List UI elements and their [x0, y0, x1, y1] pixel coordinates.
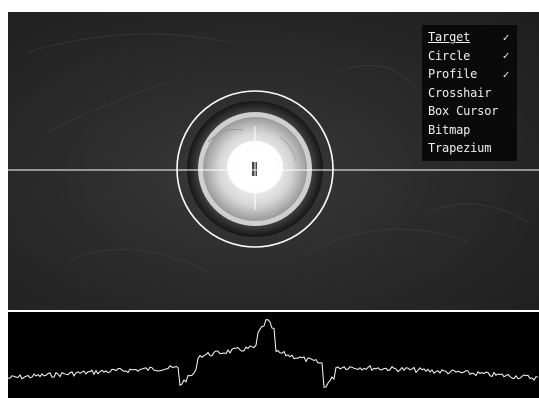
menu-item-label: Crosshair — [428, 85, 492, 100]
menu-item-box-cursor[interactable]: Box Cursor — [422, 102, 517, 121]
menu-item-label: Profile — [428, 67, 478, 82]
target-circle-overlay — [176, 90, 334, 248]
measurement-overlay — [8, 90, 539, 248]
intensity-profile-panel — [8, 312, 539, 398]
check-icon: ✓ — [502, 30, 510, 44]
menu-item-profile[interactable]: Profile ✓ — [422, 65, 517, 84]
intensity-profile-plot — [8, 319, 539, 388]
check-icon: ✓ — [502, 67, 510, 81]
profile-trace — [8, 319, 539, 388]
menu-item-label: Target — [428, 30, 471, 45]
menu-item-bitmap[interactable]: Bitmap — [422, 121, 517, 140]
menu-item-trapezium[interactable]: Trapezium — [422, 139, 517, 158]
overlay-menu: Target ✓ Circle ✓ Profile ✓ Crosshair Bo… — [422, 25, 517, 161]
menu-item-label: Circle — [428, 48, 471, 63]
menu-item-circle[interactable]: Circle ✓ — [422, 47, 517, 66]
surface-texture — [27, 33, 529, 273]
menu-item-label: Trapezium — [428, 141, 492, 156]
menu-item-label: Bitmap — [428, 122, 471, 137]
menu-item-target[interactable]: Target ✓ — [422, 28, 517, 47]
check-icon: ✓ — [502, 49, 510, 63]
menu-item-label: Box Cursor — [428, 104, 499, 119]
camera-image — [8, 33, 539, 273]
menu-item-crosshair[interactable]: Crosshair — [422, 84, 517, 103]
